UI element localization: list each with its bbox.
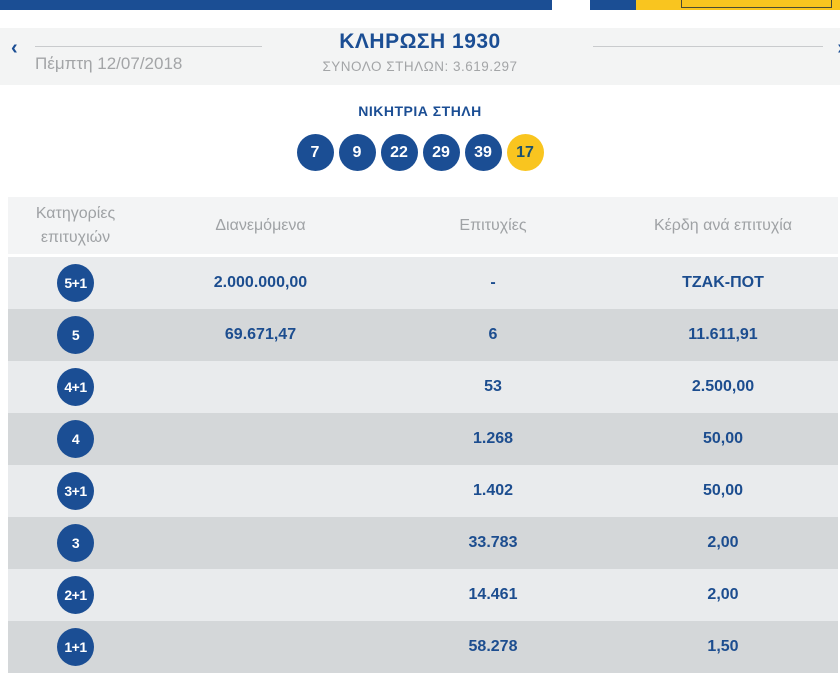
category-cell: 5+1	[8, 264, 143, 302]
winning-number-ball: 39	[464, 134, 502, 171]
table-row: 1+1 58.278 1,50	[8, 621, 838, 673]
table-row: 2+1 14.461 2,00	[8, 569, 838, 621]
category-cell: 2+1	[8, 576, 143, 614]
table-row: 5 69.671,47 6 11.611,91	[8, 309, 838, 361]
category-badge: 4+1	[57, 368, 94, 406]
prize-cell: 2,00	[707, 534, 739, 551]
table-row: 4+1 53 2.500,00	[8, 361, 838, 413]
winning-number-ball: 29	[422, 134, 460, 171]
total-columns-label: ΣΥΝΟΛΟ ΣΤΗΛΩΝ: 3.619.297	[322, 59, 518, 74]
category-badge: 1+1	[57, 628, 94, 666]
winners-cell: -	[490, 274, 496, 291]
category-cell: 1+1	[8, 628, 143, 666]
winners-cell: 53	[484, 378, 502, 395]
prize-cell: 2,00	[707, 586, 739, 603]
category-cell: 4	[8, 420, 143, 458]
results-table-header: Κατηγορίες επιτυχιών Διανεμόμενα Επιτυχί…	[8, 197, 838, 254]
previous-draw-button[interactable]: ‹	[11, 37, 18, 59]
prize-cell: 11.611,91	[688, 326, 758, 343]
winning-number-ball: 9	[338, 134, 376, 171]
draw-title: ΚΛΗΡΩΣΗ 1930	[339, 30, 501, 53]
topbar-yellow-section	[636, 0, 840, 10]
category-cell: 4+1	[8, 368, 143, 406]
column-header-winners: Επιτυχίες	[459, 216, 527, 234]
winning-column-title: ΝΙΚΗΤΡΙΑ ΣΤΗΛΗ	[358, 103, 482, 119]
search-box-partial[interactable]	[681, 0, 832, 8]
category-badge: 3	[57, 524, 94, 562]
winners-cell: 6	[488, 326, 498, 343]
table-row: 4 1.268 50,00	[8, 413, 838, 465]
distributed-cell: 69.671,47	[224, 326, 297, 343]
table-row: 5+1 2.000.000,00 - ΤΖΑΚ-ΠΟΤ	[8, 257, 838, 309]
category-badge: 4	[57, 420, 94, 458]
joker-number-ball: 17	[506, 134, 544, 171]
winners-cell: 1.268	[472, 430, 514, 447]
table-row: 3 33.783 2,00	[8, 517, 838, 569]
category-badge: 5+1	[57, 264, 94, 302]
prize-cell: 2.500,00	[691, 378, 755, 395]
draw-header: ‹ › Πέμπτη 12/07/2018 ΚΛΗΡΩΣΗ 1930 ΣΥΝΟΛ…	[0, 28, 840, 85]
winning-numbers: 7 9 22 29 39 17	[0, 134, 840, 171]
column-header-categories: Κατηγορίες επιτυχιών	[35, 204, 116, 246]
results-table-body: 5+1 2.000.000,00 - ΤΖΑΚ-ΠΟΤ 5 69.671,47 …	[8, 257, 838, 673]
top-navigation-bar	[0, 0, 840, 10]
draw-date: Πέμπτη 12/07/2018	[35, 54, 183, 73]
column-header-prize: Κέρδη ανά επιτυχία	[653, 216, 793, 234]
next-draw-button[interactable]: ›	[837, 38, 840, 58]
prize-cell: ΤΖΑΚ-ΠΟΤ	[682, 274, 764, 291]
prize-cell: 1,50	[707, 638, 739, 655]
distributed-cell: 2.000.000,00	[213, 274, 308, 291]
winners-cell: 58.278	[468, 638, 518, 655]
header-divider-right	[593, 46, 823, 47]
winning-number-ball: 7	[296, 134, 334, 171]
prize-cell: 50,00	[702, 430, 744, 447]
category-badge: 3+1	[57, 472, 94, 510]
winners-cell: 14.461	[468, 586, 518, 603]
category-badge: 2+1	[57, 576, 94, 614]
category-cell: 3+1	[8, 472, 143, 510]
category-badge: 5	[57, 316, 94, 354]
nav-dropdown-partial[interactable]	[552, 0, 590, 10]
winners-cell: 1.402	[472, 482, 514, 499]
column-header-distributed: Διανεμόμενα	[215, 216, 306, 234]
winners-cell: 33.783	[468, 534, 518, 551]
header-divider-left	[35, 46, 262, 47]
category-cell: 5	[8, 316, 143, 354]
prize-cell: 50,00	[702, 482, 744, 499]
table-row: 3+1 1.402 50,00	[8, 465, 838, 517]
winning-number-ball: 22	[380, 134, 418, 171]
results-table: Κατηγορίες επιτυχιών Διανεμόμενα Επιτυχί…	[8, 197, 838, 673]
category-cell: 3	[8, 524, 143, 562]
